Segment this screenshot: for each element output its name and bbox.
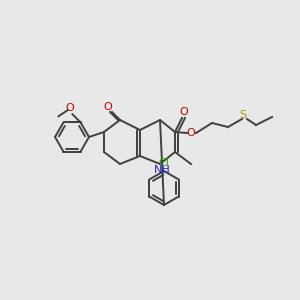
Text: NH: NH: [154, 165, 170, 175]
Text: Cl: Cl: [159, 158, 170, 168]
Text: O: O: [187, 128, 195, 138]
Text: S: S: [239, 110, 247, 120]
Text: O: O: [180, 107, 188, 117]
Text: O: O: [103, 102, 112, 112]
Text: O: O: [65, 103, 74, 113]
